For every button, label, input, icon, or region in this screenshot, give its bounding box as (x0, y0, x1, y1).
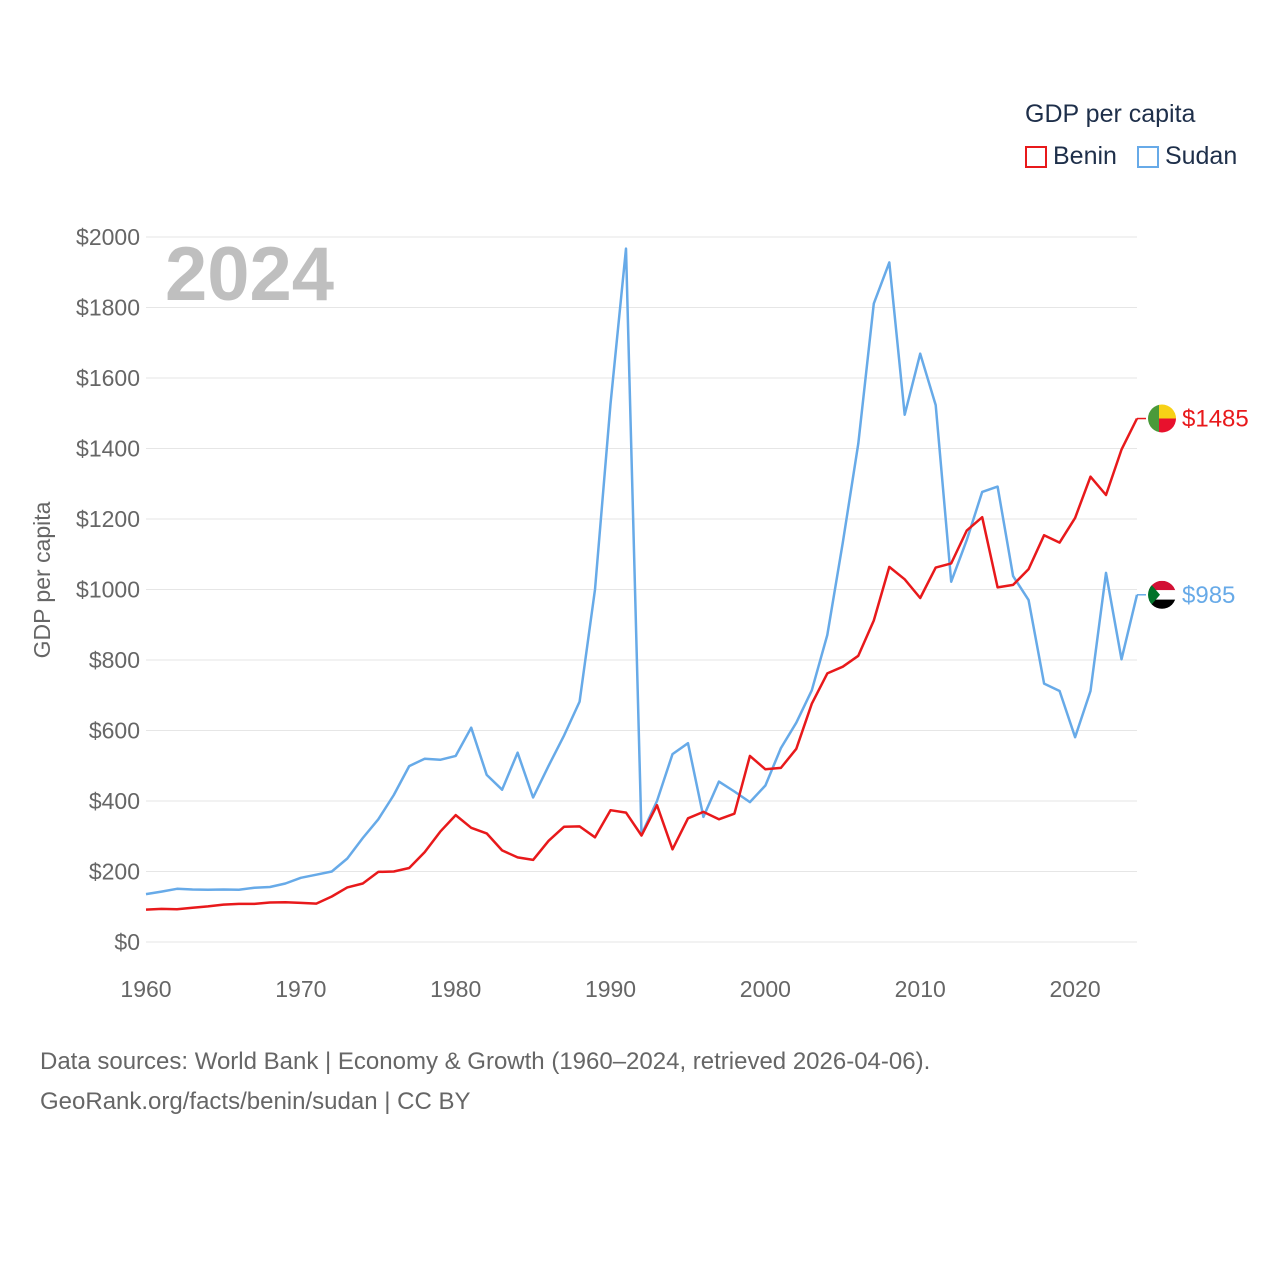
y-tick-label: $400 (89, 788, 140, 814)
legend-item-benin[interactable]: Benin (1025, 142, 1117, 171)
footer-link[interactable]: GeoRank.org/facts/benin/sudan | CC BY (40, 1088, 471, 1115)
x-tick-label: 1960 (120, 976, 171, 1002)
y-tick-label: $1600 (76, 365, 140, 391)
y-tick-label: $600 (89, 718, 140, 744)
x-tick-label: 1970 (275, 976, 326, 1002)
year-watermark: 2024 (165, 232, 334, 317)
y-tick-label: $800 (89, 647, 140, 673)
legend-title: GDP per capita (1025, 100, 1196, 128)
y-tick-label: $1000 (76, 577, 140, 603)
legend-label-sudan: Sudan (1164, 142, 1238, 170)
legend-swatch-benin (1025, 145, 1047, 168)
x-tick-label: 1980 (430, 976, 481, 1002)
y-axis-label: GDP per capita (29, 501, 55, 658)
y-tick-label: $200 (89, 859, 140, 885)
footer-sources: Data sources: World Bank | Economy & Gro… (40, 1048, 931, 1075)
x-tick-label: 1990 (585, 976, 636, 1002)
y-tick-label: $2000 (76, 224, 140, 250)
legend-label-benin: Benin (1053, 142, 1117, 170)
x-tick-label: 2010 (895, 976, 946, 1002)
x-tick-label: 2000 (740, 976, 791, 1002)
y-tick-label: $1200 (76, 506, 140, 532)
series-line-sudan (145, 247, 1139, 896)
y-tick-label: $1800 (76, 295, 140, 321)
series-line-benin (145, 417, 1139, 911)
footer: Data sources: World Bank | Economy & Gro… (40, 1042, 930, 1122)
legend-item-sudan[interactable]: Sudan (1136, 142, 1238, 171)
benin-flag-icon (1148, 404, 1176, 433)
x-axis-ticks: 1960 1970 1980 1990 2000 2010 2020 (120, 976, 1100, 1002)
legend-swatch-sudan (1136, 145, 1159, 168)
end-markers (1148, 404, 1176, 609)
y-tick-label: $1400 (76, 436, 140, 462)
y-axis-ticks: $0 $200 $400 $600 $800 $1000 $1200 $1400 $1600 $1… (76, 224, 140, 955)
benin-end-label: $1485 (1182, 406, 1249, 433)
series-lines (145, 247, 1146, 911)
sudan-end-label: $985 (1182, 582, 1235, 609)
gridlines (146, 236, 1137, 943)
x-tick-label: 2020 (1049, 976, 1100, 1002)
sudan-flag-icon (1148, 580, 1176, 609)
legend: Benin Sudan (1025, 142, 1237, 171)
y-tick-label: $0 (114, 929, 140, 955)
